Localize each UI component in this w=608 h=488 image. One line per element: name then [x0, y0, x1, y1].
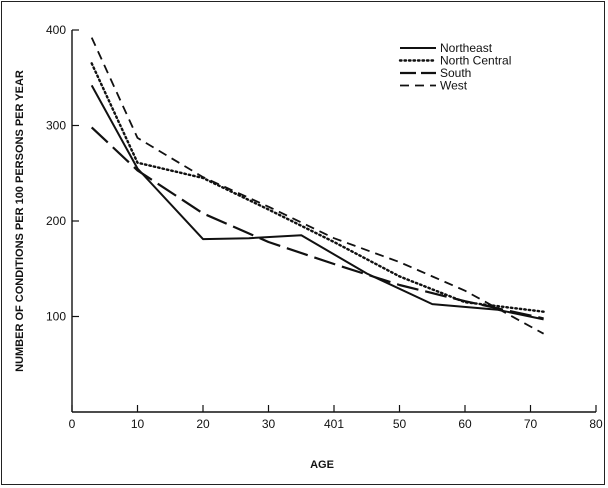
series-line-northeast	[90, 84, 544, 321]
x-tick-label: 401	[324, 417, 344, 431]
x-tick-label: 80	[589, 417, 603, 431]
y-tick-label: 400	[46, 23, 66, 37]
legend-label: West	[440, 79, 468, 93]
axes: 100 200 300 400 0 10 20 30 401 50 60 70 80	[46, 23, 603, 431]
y-tick-label: 200	[46, 214, 66, 228]
x-tick-label: 60	[458, 417, 472, 431]
x-tick-label: 0	[69, 417, 76, 431]
series-layer	[90, 37, 545, 335]
series-line-north-central	[90, 62, 545, 313]
x-tick-label: 10	[131, 417, 145, 431]
y-tick-label: 100	[46, 310, 66, 324]
x-tick-label: 30	[262, 417, 276, 431]
x-axis-label: AGE	[310, 459, 334, 471]
legend-label: South	[440, 66, 471, 80]
y-axis-label: NUMBER OF CONDITIONS PER 100 PERSONS PER…	[14, 70, 26, 372]
y-tick-label: 300	[46, 119, 66, 133]
x-tick-label: 20	[196, 417, 210, 431]
series-line-south	[90, 126, 544, 320]
legend-label: North Central	[440, 54, 511, 68]
x-tick-label: 50	[393, 417, 407, 431]
legend-label: Northeast	[440, 41, 493, 55]
series-line-west	[90, 37, 545, 335]
x-tick-label: 70	[524, 417, 538, 431]
